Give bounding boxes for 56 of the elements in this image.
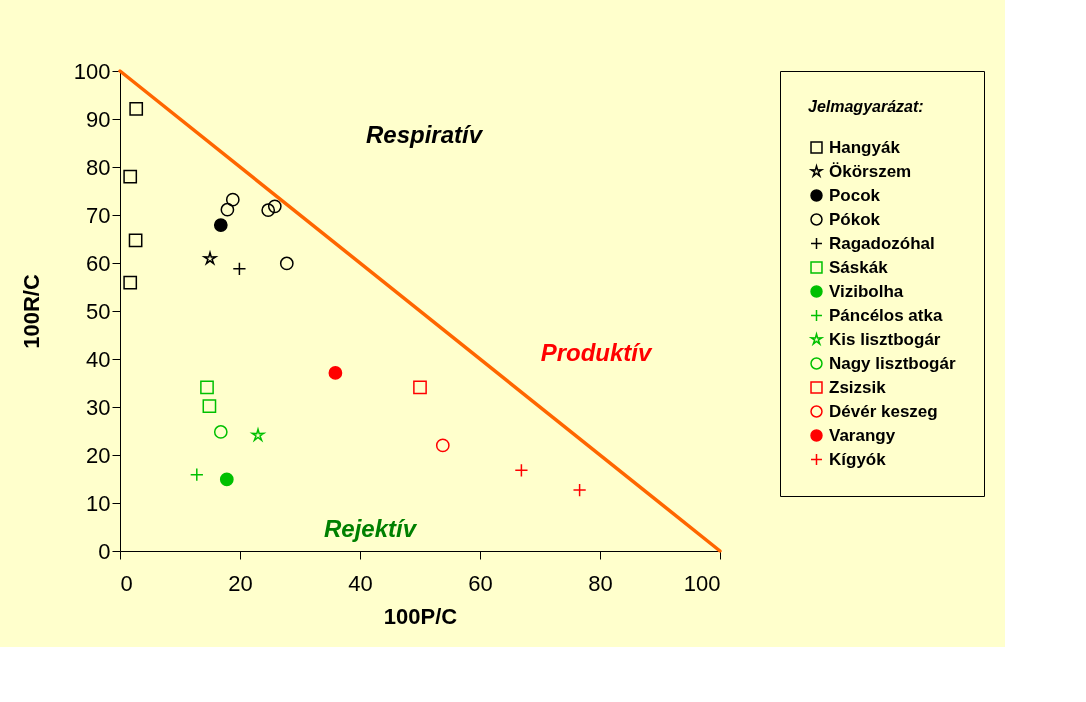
x-tick-label: 100 (683, 570, 721, 596)
x-axis-title: 100P/C (383, 603, 458, 629)
point (225, 192, 240, 207)
x-tick-label: 40 (348, 570, 373, 596)
legend-label: Zsizsik (829, 377, 887, 397)
legend-label: Sáskák (829, 257, 889, 277)
point (202, 399, 217, 413)
legend-label: Pocok (829, 185, 881, 205)
y-tick-label: 40 (86, 346, 111, 372)
x-tick-label: 60 (468, 570, 493, 596)
legend-title: Jelmagyarázat: (808, 98, 924, 115)
point (129, 102, 144, 116)
y-tick-label: 30 (86, 394, 111, 420)
point (123, 169, 138, 184)
point (251, 428, 265, 442)
legend-label: Nagy lisztbogár (829, 353, 956, 373)
point (213, 425, 228, 439)
y-tick-label: 100 (73, 58, 111, 84)
legend-label: Páncélos atka (829, 305, 943, 325)
point (267, 199, 282, 214)
point (328, 366, 343, 380)
y-tick-label: 50 (86, 298, 111, 324)
y-tick-label: 0 (98, 538, 111, 564)
x-tick-label: 80 (588, 570, 613, 596)
y-axis-title: 100R/C (18, 274, 44, 349)
y-tick-label: 60 (86, 250, 111, 276)
annotation: Respiratív (365, 121, 484, 148)
annotation: Produktív (540, 339, 653, 366)
legend-label: Dévér keszeg (829, 401, 938, 421)
point (203, 251, 217, 265)
annotation: Rejektív (323, 515, 418, 542)
y-tick-label: 10 (86, 490, 111, 516)
point (279, 256, 294, 271)
x-tick-label: 0 (120, 570, 133, 596)
point (219, 472, 234, 487)
point (200, 380, 214, 395)
point (213, 218, 228, 232)
legend-label: Kis lisztbogár (829, 329, 941, 349)
y-tick-label: 70 (86, 202, 111, 228)
point (435, 438, 450, 453)
legend-label: Kígyók (829, 449, 887, 469)
point (128, 233, 143, 248)
point (220, 202, 235, 217)
x-tick-label: 20 (228, 570, 253, 596)
legend-label: Vizibolha (829, 281, 904, 301)
legend-label: Varangy (829, 425, 896, 445)
y-tick-label: 20 (86, 442, 111, 468)
y-tick-label: 80 (86, 154, 111, 180)
legend-label: Ökörszem (829, 161, 912, 181)
y-tick-label: 90 (86, 106, 111, 132)
legend-label: Pókok (829, 209, 881, 229)
point (413, 380, 427, 395)
point (261, 203, 276, 218)
point (123, 275, 138, 290)
legend-label: Ragadozóhal (829, 233, 935, 253)
legend-label: Hangyák (829, 137, 901, 157)
